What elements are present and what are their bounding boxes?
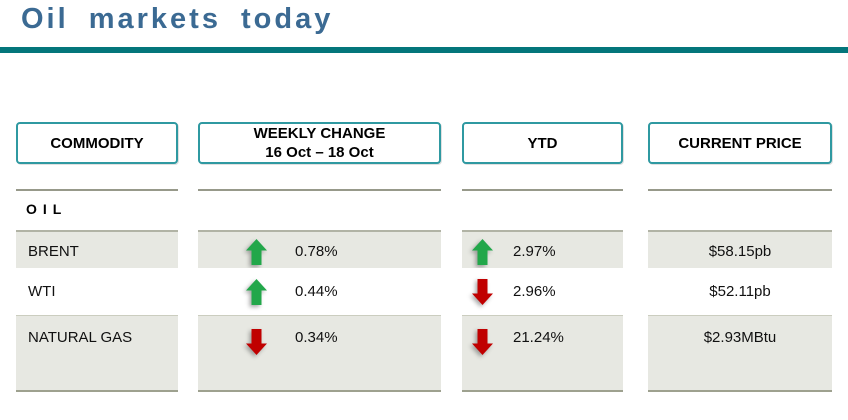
header-weekly-change-label: WEEKLY CHANGE bbox=[253, 125, 386, 142]
column-weekly-change: WEEKLY CHANGE 16 Oct – 18 Oct 0.78% 0.44… bbox=[198, 0, 441, 420]
current-price-value: $58.15pb bbox=[708, 243, 772, 260]
cell-ytd-row3: 21.24% bbox=[462, 315, 623, 392]
up-arrow-icon bbox=[472, 238, 493, 265]
cell-commodity-row3: NATURAL GAS bbox=[16, 315, 178, 392]
header-commodity-label: COMMODITY bbox=[50, 134, 144, 152]
cell-weekly-row3: 0.34% bbox=[198, 315, 441, 392]
weekly-change-value: 0.78% bbox=[295, 243, 338, 260]
header-weekly-change-dates: 16 Oct – 18 Oct bbox=[265, 144, 374, 161]
cell-weekly-row2: 0.44% bbox=[198, 268, 441, 315]
down-arrow-icon bbox=[472, 329, 493, 355]
weekly-change-value: 0.34% bbox=[295, 329, 338, 346]
weekly-change-value: 0.44% bbox=[295, 283, 338, 300]
ytd-value: 2.97% bbox=[513, 243, 556, 260]
separator-line bbox=[462, 189, 623, 191]
header-ytd-label: YTD bbox=[527, 134, 558, 152]
cell-commodity-row2: WTI bbox=[16, 268, 178, 315]
separator-line bbox=[16, 189, 178, 191]
cell-ytd-row1: 2.97% bbox=[462, 230, 623, 268]
cell-weekly-row1: 0.78% bbox=[198, 230, 441, 268]
ytd-value: 21.24% bbox=[513, 329, 564, 346]
up-arrow-icon bbox=[246, 238, 267, 265]
commodity-name: NATURAL GAS bbox=[28, 329, 133, 346]
down-arrow-icon bbox=[472, 278, 493, 305]
cell-price-row1: $58.15pb bbox=[648, 230, 832, 268]
title-underline bbox=[0, 47, 848, 53]
page-title: Oil markets today bbox=[21, 3, 334, 35]
cell-commodity-row1: BRENT bbox=[16, 230, 178, 268]
cell-price-row3: $2.93MBtu bbox=[648, 315, 832, 392]
current-price-value: $52.11pb bbox=[709, 283, 771, 300]
column-current-price: CURRENT PRICE $58.15pb $52.11pb $2.93MBt… bbox=[648, 0, 832, 420]
header-ytd: YTD bbox=[462, 122, 623, 164]
up-arrow-icon bbox=[246, 278, 267, 305]
header-current-price-label: CURRENT PRICE bbox=[678, 134, 802, 152]
commodity-name: BRENT bbox=[28, 243, 79, 260]
cell-price-row2: $52.11pb bbox=[648, 268, 832, 315]
header-weekly-change: WEEKLY CHANGE 16 Oct – 18 Oct bbox=[198, 122, 441, 164]
separator-line bbox=[648, 189, 832, 191]
cell-ytd-row2: 2.96% bbox=[462, 268, 623, 315]
column-ytd: YTD 2.97% 2.96% 21.24% bbox=[462, 0, 623, 420]
separator-line bbox=[198, 189, 441, 191]
commodity-name: WTI bbox=[28, 283, 56, 300]
section-label-oil: OIL bbox=[26, 201, 68, 217]
header-commodity: COMMODITY bbox=[16, 122, 178, 164]
current-price-value: $2.93MBtu bbox=[703, 329, 777, 346]
header-current-price: CURRENT PRICE bbox=[648, 122, 832, 164]
down-arrow-icon bbox=[246, 329, 267, 355]
column-commodity: COMMODITY OIL BRENT WTI NATURAL GAS bbox=[16, 0, 178, 420]
ytd-value: 2.96% bbox=[513, 283, 556, 300]
